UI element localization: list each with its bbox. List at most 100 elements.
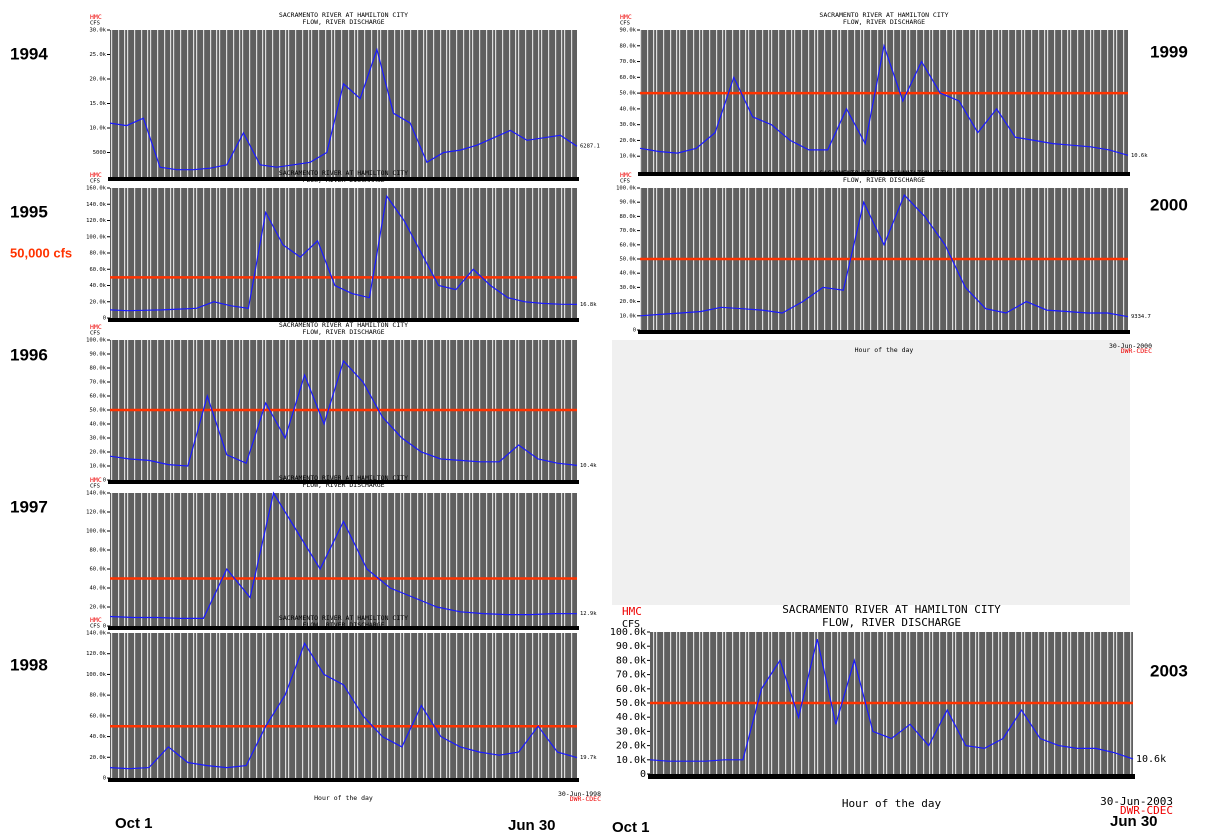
x-axis-bar <box>108 177 579 181</box>
x-axis-label: Hour of the day <box>842 797 942 810</box>
current-value: 10.4k <box>580 463 597 469</box>
y-tick-label: 60.0k <box>619 75 636 81</box>
y-tick-label: 40.0k <box>619 106 636 112</box>
y-tick-label: 80.0k <box>89 548 106 554</box>
y-tick-label: 40.0k <box>616 712 646 723</box>
year-label: 1997 <box>10 497 48 516</box>
y-tick-label: 0 <box>633 328 636 334</box>
y-tick-label: 80.0k <box>616 655 646 666</box>
y-tick-label: 40.0k <box>89 283 106 289</box>
year-label: 2000 <box>1150 195 1188 214</box>
y-tick-label: 140.0k <box>86 491 107 497</box>
unit-code: HMC <box>620 171 632 179</box>
y-tick-label: 30.0k <box>89 436 106 442</box>
y-tick-label: 30.0k <box>619 285 636 291</box>
y-tick-label: 30.0k <box>619 122 636 128</box>
y-tick-label: 60.0k <box>619 242 636 248</box>
chart-subtitle: FLOW, RIVER DISCHARGE <box>822 616 961 629</box>
chart-title: SACRAMENTO RIVER AT HAMILTON CITY <box>819 169 948 177</box>
current-value: 6287.1 <box>580 144 600 150</box>
source-label: DWR-CDEC <box>1120 804 1173 817</box>
y-tick-label: 0 <box>103 478 106 484</box>
current-value: 9334.7 <box>1131 314 1151 320</box>
y-tick-label: 90.0k <box>619 28 636 34</box>
y-tick-label: 100.0k <box>610 627 646 638</box>
y-tick-label: 100.0k <box>86 672 107 678</box>
y-tick-label: 80.0k <box>89 693 106 699</box>
source-label: DWR-CDEC <box>1121 347 1152 355</box>
flow-line <box>109 642 578 770</box>
chart-title: SACRAMENTO RIVER AT HAMILTON CITY <box>279 321 408 329</box>
y-tick-label: 40.0k <box>89 422 106 428</box>
chart-title: SACRAMENTO RIVER AT HAMILTON CITY <box>782 603 1001 616</box>
x-axis-bar <box>108 778 579 782</box>
y-tick-label: 0 <box>103 316 106 322</box>
unit-code: HMC <box>90 323 102 331</box>
unit: CFS <box>90 331 100 337</box>
y-tick-label: 20.0k <box>89 77 106 83</box>
y-tick-label: 160.0k <box>86 186 107 192</box>
x-axis-bar <box>638 330 1130 334</box>
flow-line <box>109 491 578 619</box>
chart-title: SACRAMENTO RIVER AT HAMILTON CITY <box>279 169 408 177</box>
y-tick-label: 30.0k <box>616 726 646 737</box>
unit-code: HMC <box>620 13 632 21</box>
current-value: 12.9k <box>580 611 597 617</box>
current-value: 10.6k <box>1131 153 1148 159</box>
flow-line <box>109 359 578 467</box>
y-tick-label: 0 <box>103 776 106 782</box>
unit: CFS <box>620 21 630 27</box>
axis-end: Jun 30 <box>1110 813 1158 830</box>
y-tick-label: 90.0k <box>619 200 636 206</box>
y-tick-label: 10.0k <box>619 313 636 319</box>
date-label: 30-Jun-2000 <box>1109 342 1152 350</box>
chart-title: SACRAMENTO RIVER AT HAMILTON CITY <box>819 11 948 19</box>
year-label: 1999 <box>1150 42 1188 61</box>
y-tick-label: 120.0k <box>86 651 107 657</box>
year-label: 1994 <box>10 44 48 63</box>
y-tick-label: 0 <box>103 624 106 630</box>
source-label: DWR-CDEC <box>570 795 601 803</box>
year-label: 1998 <box>10 655 48 674</box>
y-tick-label: 100.0k <box>616 186 637 192</box>
unit-code: HMC <box>90 13 102 21</box>
flow-line <box>109 47 578 171</box>
annotation: 50,000 cfs <box>10 245 72 260</box>
plot-stripes <box>110 30 577 177</box>
flow-line <box>109 194 578 312</box>
date-label: 30-Jun-2003 <box>1100 795 1173 808</box>
chart-subtitle: FLOW, RIVER DISCHARGE <box>843 176 925 184</box>
y-tick-label: 100.0k <box>86 234 107 240</box>
y-tick-label: 20.0k <box>89 755 106 761</box>
chart-title: SACRAMENTO RIVER AT HAMILTON CITY <box>279 11 408 19</box>
y-tick-label: 60.0k <box>616 684 646 695</box>
y-tick-label: 25.0k <box>89 52 106 58</box>
unit-code: HMC <box>90 616 102 624</box>
chart-title: SACRAMENTO RIVER AT HAMILTON CITY <box>279 614 408 622</box>
year-label: 1996 <box>10 345 48 364</box>
plot-stripes <box>110 188 577 318</box>
y-tick-label: 90.0k <box>616 641 646 652</box>
y-tick-label: 60.0k <box>89 394 106 400</box>
axis-start: Oct 1 <box>612 819 650 836</box>
y-tick-label: 20.0k <box>616 741 646 752</box>
y-tick-label: 120.0k <box>86 218 107 224</box>
unit-code: HMC <box>622 605 642 618</box>
y-tick-label: 40.0k <box>89 586 106 592</box>
y-tick-label: 70.0k <box>89 380 106 386</box>
y-tick-label: 10.0k <box>89 464 106 470</box>
y-tick-label: 30.0k <box>89 28 106 34</box>
chart-title: SACRAMENTO RIVER AT HAMILTON CITY <box>279 474 408 482</box>
y-tick-label: 60.0k <box>89 713 106 719</box>
y-tick-label: 80.0k <box>619 43 636 49</box>
unit: CFS <box>90 179 100 185</box>
empty-area <box>612 340 1130 605</box>
unit-code: HMC <box>90 476 102 484</box>
date-label: 30-Jun-1998 <box>558 790 601 798</box>
flow-line <box>639 43 1129 156</box>
current-value: 10.6k <box>1136 754 1166 765</box>
axis-start: Oct 1 <box>115 815 153 832</box>
plot-stripes <box>110 633 577 778</box>
